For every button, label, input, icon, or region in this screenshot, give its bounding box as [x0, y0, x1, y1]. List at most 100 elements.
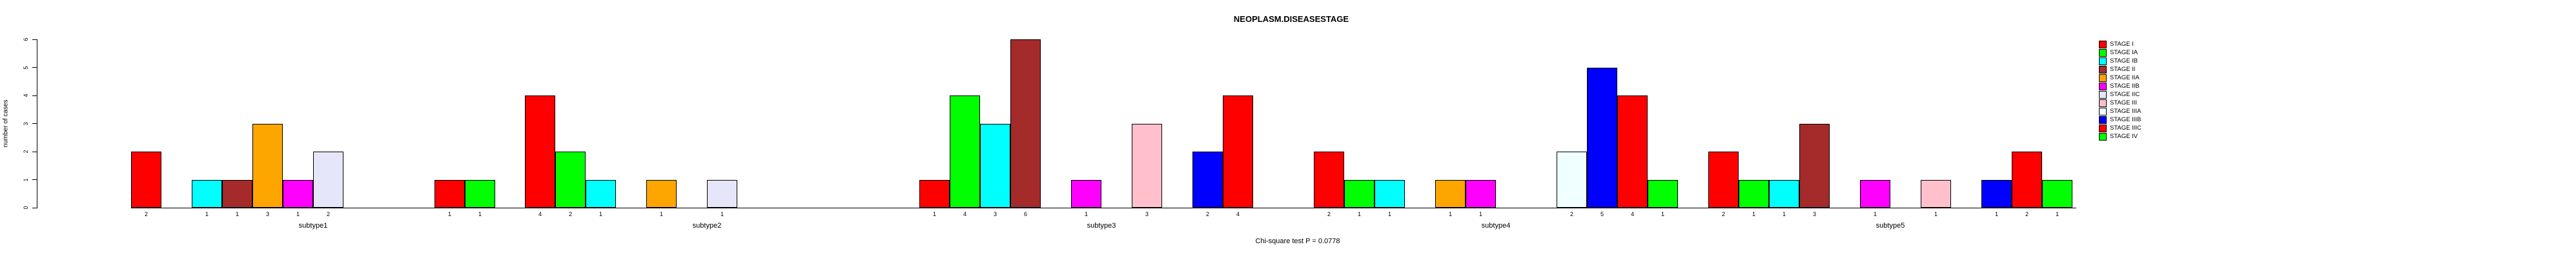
- legend-swatch: [2099, 65, 2107, 74]
- legend-swatch: [2099, 132, 2107, 141]
- bar: [1344, 179, 1375, 208]
- bar-value-label: 1: [2055, 211, 2059, 217]
- x-axis-group-label: subtype4: [1481, 222, 1511, 230]
- bar-value-label: 1: [720, 211, 724, 217]
- legend-swatch: [2099, 82, 2107, 90]
- bar-value-label: 1: [1084, 211, 1088, 217]
- bar: [586, 179, 616, 208]
- bar-value-label: 3: [1145, 211, 1149, 217]
- y-tick-label: 1: [23, 178, 29, 182]
- bar-value-label: 1: [478, 211, 482, 217]
- legend-row: STAGE IIIA: [2099, 107, 2142, 115]
- bar: [2042, 179, 2072, 208]
- bar: [1981, 179, 2012, 208]
- legend-row: STAGE III: [2099, 99, 2142, 107]
- y-tick-mark: [32, 123, 37, 124]
- bar-value-label: 5: [1600, 211, 1604, 217]
- legend-swatch: [2099, 124, 2107, 132]
- legend-label: STAGE II: [2110, 66, 2136, 73]
- legend-row: STAGE IIIC: [2099, 124, 2142, 132]
- bar-value-label: 4: [538, 211, 542, 217]
- bar-value-label: 1: [447, 211, 451, 217]
- bar: [1375, 179, 1405, 208]
- bar-value-label: 3: [265, 211, 269, 217]
- bar: [131, 152, 161, 208]
- bar-value-label: 1: [296, 211, 300, 217]
- bar-value-label: 1: [659, 211, 663, 217]
- legend-label: STAGE I: [2110, 41, 2134, 48]
- y-tick-label: 5: [23, 66, 29, 70]
- bar: [525, 95, 555, 208]
- bar: [222, 179, 252, 208]
- bar: [646, 179, 677, 208]
- legend-row: STAGE IIA: [2099, 74, 2142, 82]
- y-tick-label: 3: [23, 122, 29, 126]
- bar: [1192, 152, 1223, 208]
- y-axis-title: number of cases: [2, 99, 10, 148]
- legend-label: STAGE IA: [2110, 49, 2138, 56]
- bar: [1648, 179, 1678, 208]
- bar: [283, 179, 313, 208]
- y-tick-label: 0: [23, 206, 29, 210]
- bar: [707, 179, 737, 208]
- legend-swatch: [2099, 115, 2107, 124]
- bar: [1799, 123, 1830, 208]
- bar-value-label: 1: [1478, 211, 1482, 217]
- bar: [919, 179, 950, 208]
- chi-square-annotation: Chi-square test P = 0.0778: [1255, 237, 1340, 245]
- legend-label: STAGE IIIB: [2110, 116, 2142, 123]
- bar: [980, 123, 1010, 208]
- bar-value-label: 1: [1873, 211, 1877, 217]
- bar: [555, 152, 586, 208]
- legend-label: STAGE IV: [2110, 133, 2138, 140]
- legend: STAGE I STAGE IA STAGE IB STAGE II STAGE IIA…: [2099, 40, 2142, 141]
- x-axis-group-label: subtype3: [1087, 222, 1116, 230]
- bar: [1466, 179, 1496, 208]
- bar: [2012, 152, 2042, 208]
- bar-value-label: 3: [1812, 211, 1816, 217]
- bar-value-label: 2: [326, 211, 330, 217]
- bar-value-label: 2: [1721, 211, 1725, 217]
- legend-row: STAGE IIC: [2099, 90, 2142, 99]
- x-axis-group-label: subtype2: [692, 222, 722, 230]
- bar: [1739, 179, 1769, 208]
- chart-title: NEOPLASM.DISEASESTAGE: [1233, 14, 1349, 24]
- legend-label: STAGE IIIC: [2110, 124, 2142, 132]
- bar-value-label: 4: [963, 211, 966, 217]
- legend-row: STAGE IA: [2099, 48, 2142, 57]
- y-tick-mark: [32, 179, 37, 180]
- bar-value-label: 4: [1630, 211, 1634, 217]
- bar-value-label: 1: [932, 211, 936, 217]
- legend-label: STAGE IIC: [2110, 91, 2140, 98]
- bar-value-label: 1: [1782, 211, 1786, 217]
- y-tick-label: 6: [23, 37, 29, 41]
- bar-value-label: 1: [1994, 211, 1998, 217]
- bar-value-label: 2: [144, 211, 148, 217]
- bar: [313, 152, 343, 208]
- bar: [1223, 95, 1253, 208]
- legend-row: STAGE IIB: [2099, 82, 2142, 90]
- legend-swatch: [2099, 90, 2107, 99]
- legend-label: STAGE IIIA: [2110, 108, 2142, 115]
- bar: [1921, 179, 1951, 208]
- bar-value-label: 4: [1236, 211, 1240, 217]
- bar: [192, 179, 222, 208]
- bar: [252, 123, 283, 208]
- bar-value-label: 1: [1357, 211, 1361, 217]
- bar-value-label: 1: [235, 211, 239, 217]
- y-tick-mark: [32, 39, 37, 40]
- bar-value-label: 1: [1387, 211, 1391, 217]
- bar: [1435, 179, 1466, 208]
- x-axis-group-label: subtype5: [1876, 222, 1905, 230]
- bar: [1860, 179, 1890, 208]
- bar-value-label: 1: [598, 211, 602, 217]
- bar: [1314, 152, 1344, 208]
- bar-value-label: 2: [1569, 211, 1573, 217]
- legend-label: STAGE III: [2110, 99, 2138, 106]
- bar: [434, 179, 465, 208]
- bar-value-label: 2: [568, 211, 572, 217]
- bar: [465, 179, 495, 208]
- legend-swatch: [2099, 74, 2107, 82]
- bar-value-label: 3: [993, 211, 997, 217]
